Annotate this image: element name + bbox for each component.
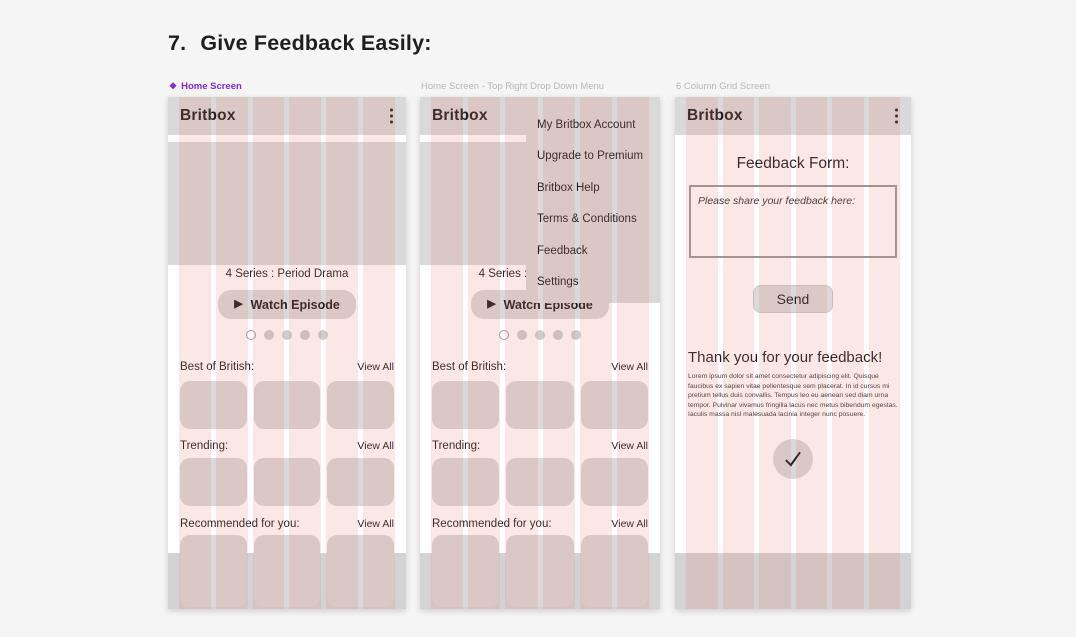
carousel-dot[interactable]: [553, 330, 563, 340]
kebab-menu-icon[interactable]: [893, 107, 900, 126]
carousel-dot[interactable]: [571, 330, 581, 340]
section-header: Trending: View All: [432, 440, 648, 452]
frame-dropdown-menu-screen: Home Screen - Top Right Drop Down Menu B…: [420, 81, 660, 609]
menu-item-feedback[interactable]: Feedback: [537, 245, 588, 257]
page-title-number: 7.: [168, 31, 187, 55]
play-icon: ▶: [487, 298, 496, 310]
poster-row: [432, 458, 648, 506]
play-icon: ▶: [234, 298, 243, 310]
carousel-dot[interactable]: [318, 330, 328, 340]
feedback-form-title: Feedback Form:: [736, 155, 850, 172]
section-header: Best of British: View All: [432, 361, 648, 373]
carousel-dots: [246, 330, 328, 340]
section-title: Recommended for you:: [432, 518, 552, 530]
section-header: Trending: View All: [180, 440, 394, 452]
app-title: Britbox: [432, 107, 488, 124]
app-bar: Britbox: [675, 97, 911, 135]
app-title: Britbox: [687, 107, 743, 124]
bottom-bar-placeholder: [675, 553, 911, 609]
frame-label-dropdown[interactable]: Home Screen - Top Right Drop Down Menu: [421, 81, 605, 92]
section-header: Recommended for you: View All: [180, 518, 394, 530]
poster-card[interactable]: [580, 458, 648, 506]
poster-card[interactable]: [432, 458, 500, 506]
page-title-text: Give Feedback Easily:: [200, 31, 432, 55]
carousel-dot[interactable]: [517, 330, 527, 340]
menu-item-help[interactable]: Britbox Help: [537, 182, 600, 194]
menu-item-terms[interactable]: Terms & Conditions: [537, 213, 637, 225]
section-header: Best of British: View All: [180, 361, 394, 373]
page-title: 7. Give Feedback Easily:: [168, 31, 432, 56]
hero-caption: 4 Series : Period Drama: [225, 268, 349, 280]
app-bar: Britbox: [168, 97, 406, 135]
frame-label-feedback[interactable]: 6 Column Grid Screen: [676, 81, 770, 92]
feedback-textarea[interactable]: [689, 185, 897, 258]
view-all-link[interactable]: View All: [611, 518, 648, 530]
poster-card[interactable]: [180, 458, 247, 506]
poster-card[interactable]: [506, 381, 574, 429]
poster-card[interactable]: [253, 381, 321, 429]
view-all-link[interactable]: View All: [611, 361, 648, 373]
poster-row: [432, 535, 648, 607]
menu-item-settings[interactable]: Settings: [537, 276, 579, 288]
thank-you-heading: Thank you for your feedback!: [688, 349, 883, 366]
view-all-link[interactable]: View All: [357, 440, 394, 452]
app-title: Britbox: [180, 107, 236, 124]
poster-row: [180, 381, 395, 429]
frame-feedback-form-screen: 6 Column Grid Screen Britbox Feedback Fo…: [675, 81, 911, 609]
view-all-link[interactable]: View All: [611, 440, 648, 452]
poster-row: [180, 458, 395, 506]
carousel-dot[interactable]: [282, 330, 292, 340]
menu-item-my-account[interactable]: My Britbox Account: [537, 119, 636, 131]
frame-home-screen: ❖ Home Screen Britbox 4 Series : Period …: [168, 81, 406, 609]
carousel-dot[interactable]: [535, 330, 545, 340]
carousel-dot-active[interactable]: [499, 330, 509, 340]
poster-card[interactable]: [432, 535, 500, 607]
poster-card[interactable]: [327, 458, 395, 506]
section-title: Trending:: [180, 440, 229, 452]
poster-card[interactable]: [253, 535, 321, 607]
dropdown-menu-panel: My Britbox Account Upgrade to Premium Br…: [526, 97, 660, 303]
poster-card[interactable]: [580, 535, 648, 607]
send-button[interactable]: Send: [753, 285, 833, 313]
frame-label-home[interactable]: ❖ Home Screen: [169, 81, 242, 92]
view-all-link[interactable]: View All: [357, 361, 394, 373]
hero-image-placeholder: [168, 142, 406, 265]
carousel-dots: [499, 330, 581, 340]
kebab-menu-icon[interactable]: [388, 107, 395, 126]
poster-row: [180, 535, 395, 607]
section-header: Recommended for you: View All: [432, 518, 648, 530]
carousel-dot[interactable]: [300, 330, 310, 340]
poster-card[interactable]: [180, 535, 247, 607]
poster-card[interactable]: [327, 535, 395, 607]
poster-card[interactable]: [432, 381, 500, 429]
section-title: Best of British:: [432, 361, 507, 373]
carousel-dot-active[interactable]: [246, 330, 256, 340]
checkmark-icon: [785, 451, 801, 467]
section-title: Trending:: [432, 440, 481, 452]
watch-episode-button[interactable]: ▶ Watch Episode: [218, 290, 356, 319]
poster-card[interactable]: [180, 381, 247, 429]
poster-card[interactable]: [327, 381, 395, 429]
component-icon: ❖: [169, 81, 178, 91]
poster-card[interactable]: [506, 458, 574, 506]
poster-row: [432, 381, 648, 429]
carousel-dot[interactable]: [264, 330, 274, 340]
poster-card[interactable]: [580, 381, 648, 429]
thank-you-body-text: Lorem ipsum dolor sit amet consectetur a…: [688, 373, 898, 419]
poster-card[interactable]: [506, 535, 574, 607]
section-title: Best of British:: [180, 361, 255, 373]
success-check-badge: [773, 439, 813, 479]
view-all-link[interactable]: View All: [357, 518, 394, 530]
poster-card[interactable]: [253, 458, 321, 506]
section-title: Recommended for you:: [180, 518, 300, 530]
menu-item-upgrade-premium[interactable]: Upgrade to Premium: [537, 150, 644, 162]
